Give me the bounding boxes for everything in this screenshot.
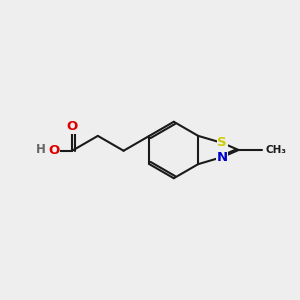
Text: S: S: [218, 136, 227, 149]
Text: H: H: [36, 143, 46, 156]
Text: O: O: [67, 121, 78, 134]
Text: O: O: [48, 144, 59, 157]
Text: CH₃: CH₃: [266, 145, 287, 155]
Text: N: N: [217, 151, 228, 164]
